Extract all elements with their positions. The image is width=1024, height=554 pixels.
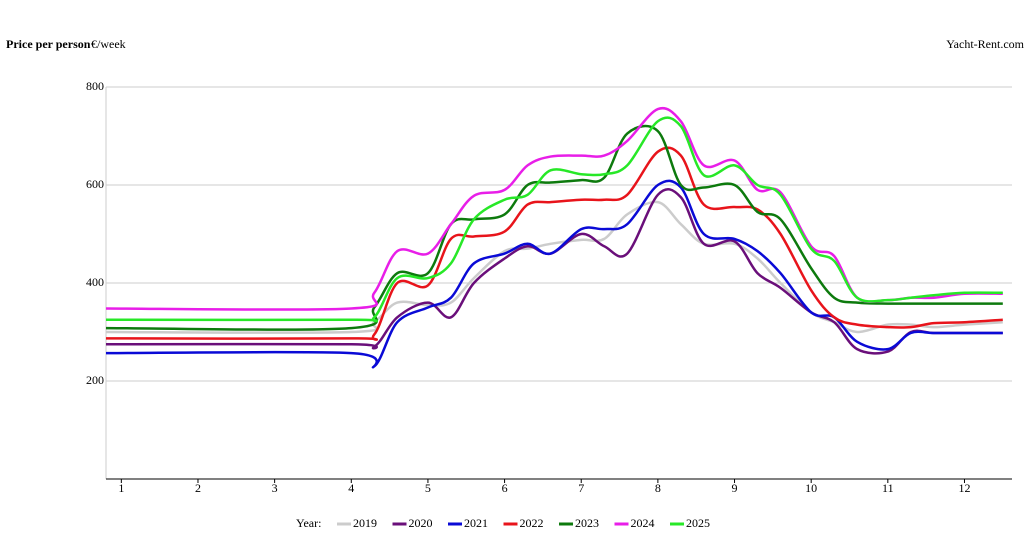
series-line — [105, 200, 1003, 334]
legend-label: 2021 — [464, 516, 488, 530]
series-line — [105, 124, 1003, 331]
series-line — [105, 107, 1003, 311]
x-tick-label: 1 — [118, 481, 124, 495]
y-axis-label: Price per person — [6, 37, 91, 51]
y-tick-label: 600 — [86, 177, 104, 191]
x-tick-label: 12 — [958, 481, 970, 495]
x-tick-label: 3 — [272, 481, 278, 495]
legend-label: 2022 — [520, 516, 544, 530]
legend-title: Year: — [296, 516, 321, 530]
legend-label: 2020 — [409, 516, 433, 530]
series-line — [105, 146, 1003, 341]
x-tick-label: 5 — [425, 481, 431, 495]
y-tick-label: 400 — [86, 275, 104, 289]
x-tick-label: 10 — [805, 481, 817, 495]
x-tick-label: 7 — [578, 481, 584, 495]
x-tick-label: 11 — [882, 481, 894, 495]
x-tick-label: 8 — [655, 481, 661, 495]
series-line — [105, 188, 1003, 355]
legend-label: 2025 — [686, 516, 710, 530]
y-axis-unit: €/week — [91, 37, 126, 51]
series-line — [105, 179, 1003, 369]
y-tick-label: 800 — [86, 79, 104, 93]
x-tick-label: 2 — [195, 481, 201, 495]
x-tick-label: 4 — [348, 481, 354, 495]
legend-label: 2023 — [575, 516, 599, 530]
x-tick-label: 9 — [732, 481, 738, 495]
y-tick-label: 200 — [86, 373, 104, 387]
legend-label: 2024 — [631, 516, 655, 530]
series-line — [105, 116, 1003, 323]
x-tick-label: 6 — [502, 481, 508, 495]
source: Yacht-Rent.com — [946, 37, 1024, 51]
legend-label: 2019 — [353, 516, 377, 530]
